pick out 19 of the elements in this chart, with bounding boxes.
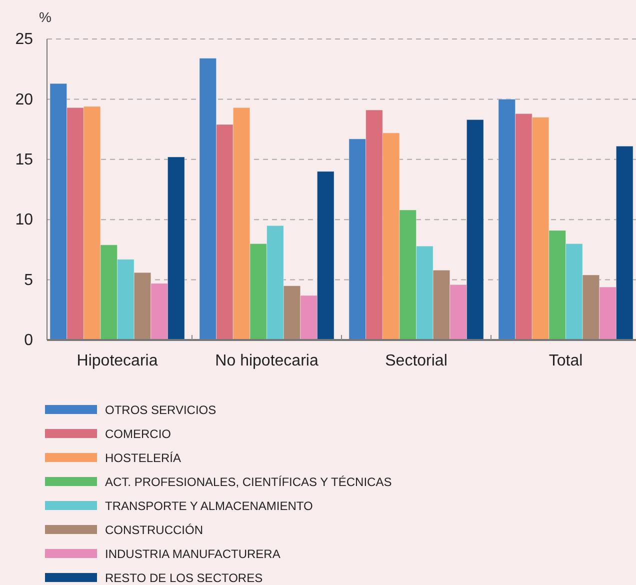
x-tick-label: Hipotecaria [76, 352, 158, 370]
x-tick-label: Sectorial [385, 352, 448, 370]
y-tick-label: 15 [15, 152, 34, 169]
legend-label: ACT. PROFESIONALES, CIENTÍFICAS Y TÉCNICAS [105, 475, 392, 489]
legend-label: COMERCIO [105, 427, 171, 441]
legend-label: INDUSTRIA MANUFACTURERA [105, 547, 280, 561]
x-tick-label: Total [548, 352, 583, 370]
legend-label: TRANSPORTE Y ALMACENAMIENTO [105, 499, 313, 513]
y-axis-title: % [39, 9, 52, 25]
x-tick-label: No hipotecaria [215, 352, 318, 370]
y-tick-label: 5 [24, 272, 34, 289]
legend-label: HOSTELERÍA [105, 451, 182, 465]
y-tick-label: 0 [24, 332, 34, 350]
legend-label: RESTO DE LOS SECTORES [105, 571, 263, 585]
y-tick-label: 25 [15, 31, 34, 48]
legend-label: CONSTRUCCIÓN [105, 523, 203, 537]
y-tick-label: 20 [15, 91, 34, 108]
legend-label: OTROS SERVICIOS [105, 403, 216, 417]
y-tick-label: 10 [15, 212, 34, 229]
